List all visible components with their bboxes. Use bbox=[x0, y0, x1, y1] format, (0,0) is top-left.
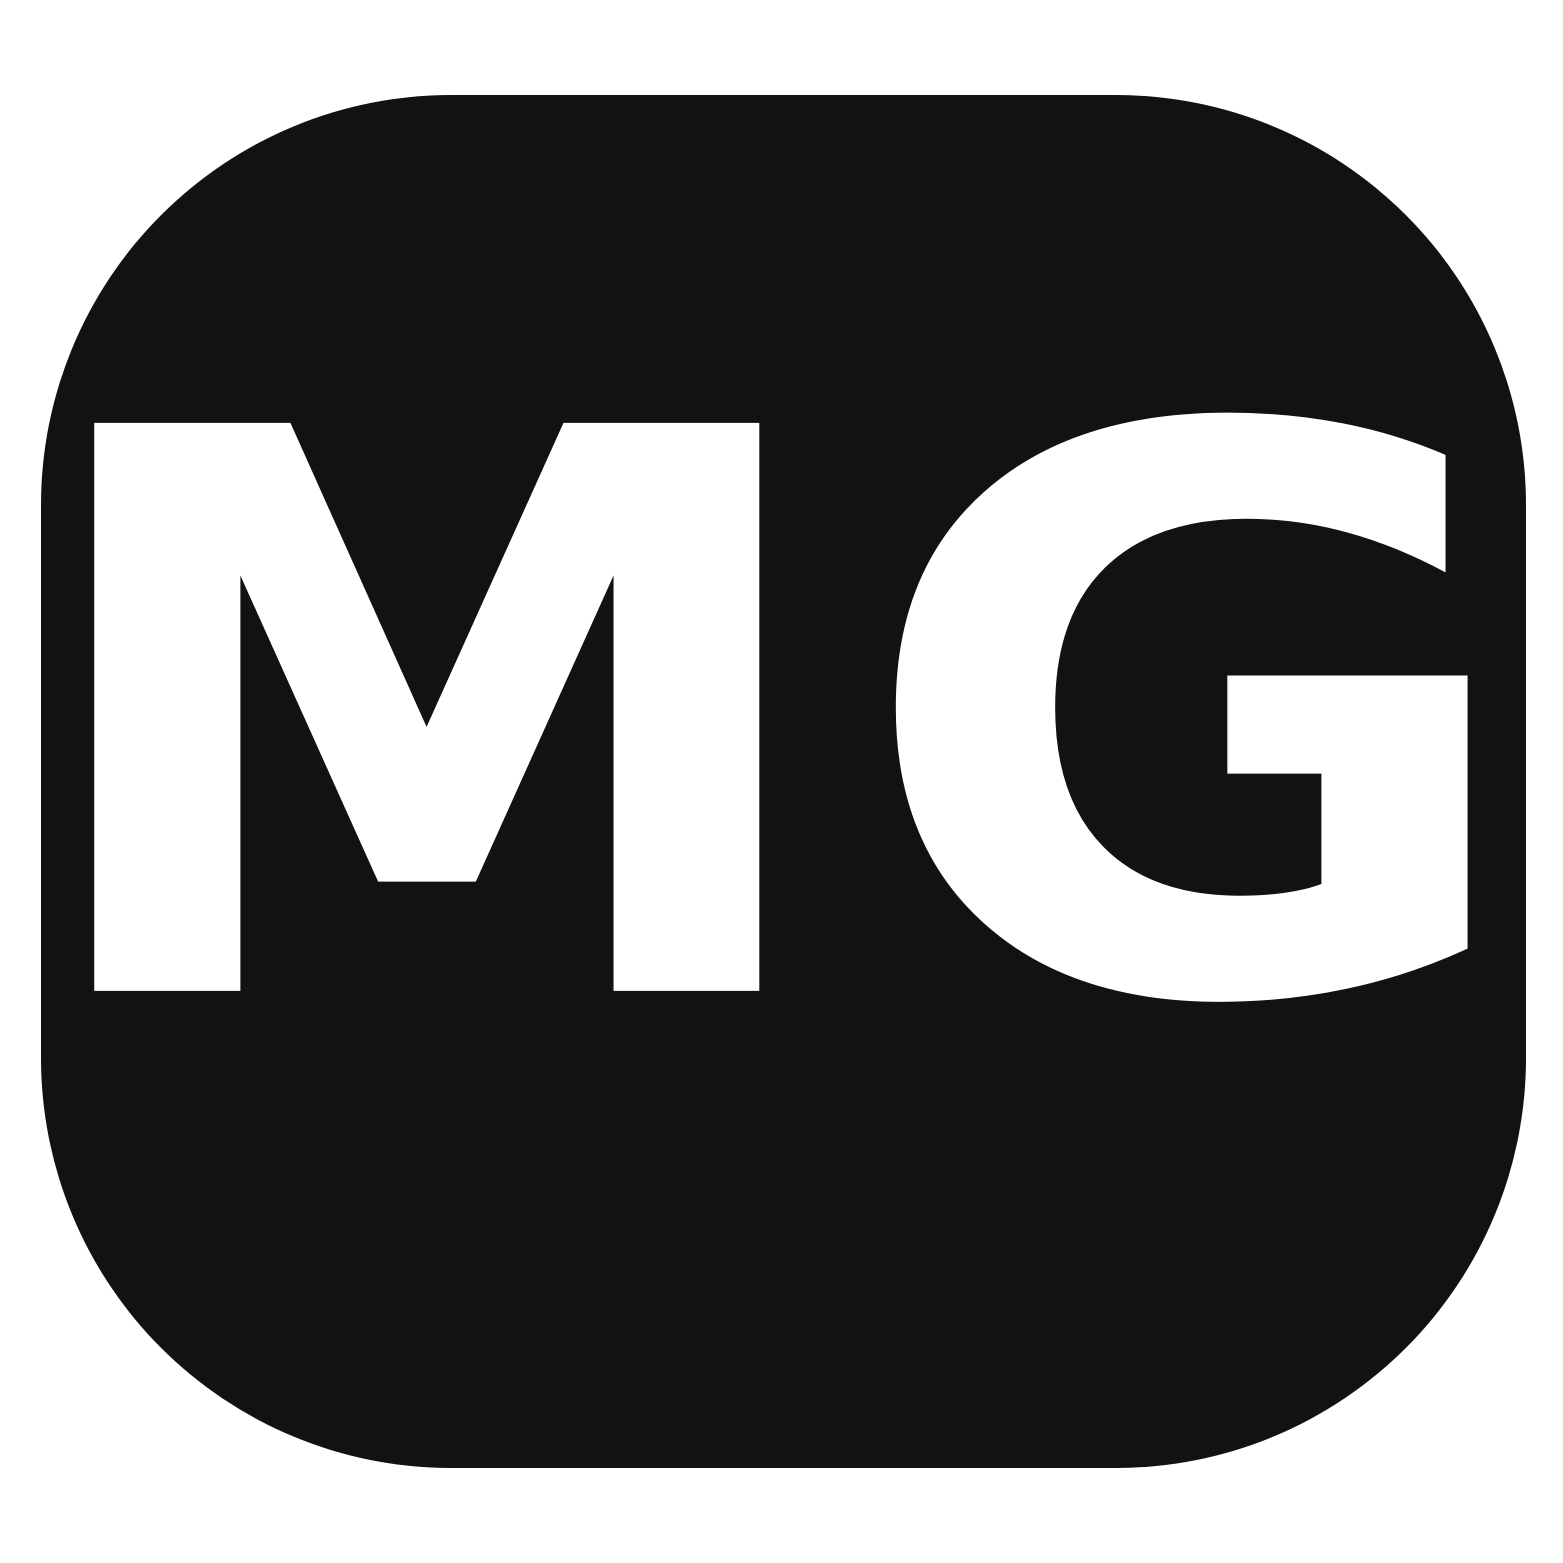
badge-initials: MG bbox=[18, 268, 1549, 1175]
mg-badge: MG bbox=[19, 95, 1528, 1468]
